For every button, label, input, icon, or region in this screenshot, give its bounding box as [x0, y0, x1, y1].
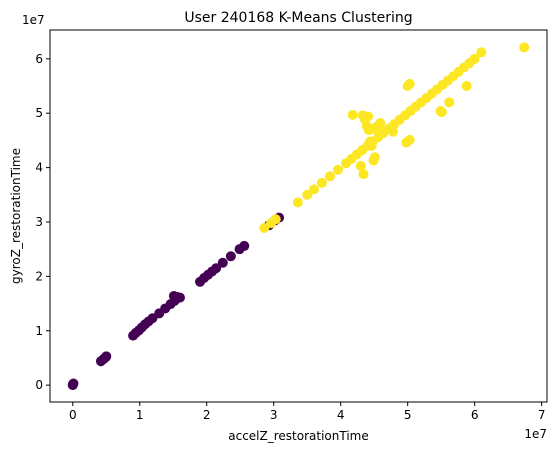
data-point — [217, 257, 228, 268]
y-tick-label: 6 — [35, 52, 43, 66]
data-point — [404, 78, 415, 89]
plot-frame — [49, 29, 548, 403]
data-point — [174, 292, 185, 303]
x-axis-scale-label: 1e7 — [524, 427, 547, 441]
data-point — [363, 111, 374, 122]
chart-title: User 240168 K-Means Clustering — [184, 10, 412, 26]
data-point — [333, 164, 344, 175]
x-tick-label: 4 — [337, 408, 345, 422]
data-point — [324, 171, 335, 182]
y-tick-label: 1 — [35, 324, 43, 338]
data-point — [368, 155, 379, 166]
y-tick-label: 0 — [35, 378, 43, 392]
data-point — [519, 42, 530, 53]
data-point — [347, 109, 358, 120]
data-point — [68, 378, 79, 389]
data-point — [366, 140, 377, 151]
data-point — [377, 126, 388, 137]
data-point — [469, 53, 480, 64]
data-point — [404, 134, 415, 145]
x-tick-label: 5 — [404, 408, 412, 422]
data-point — [308, 184, 319, 195]
data-point — [101, 351, 112, 362]
x-tick-label: 6 — [471, 408, 479, 422]
points-layer — [67, 42, 530, 391]
x-axis: 0 1 2 3 4 5 6 7 — [69, 402, 546, 422]
y-tick-label: 5 — [35, 106, 43, 120]
y-axis-scale-label: 1e7 — [22, 13, 45, 27]
data-point — [461, 81, 472, 92]
x-tick-label: 7 — [538, 408, 546, 422]
data-point — [211, 263, 222, 274]
y-tick-label: 4 — [35, 161, 43, 175]
data-point — [444, 97, 455, 108]
data-point — [302, 189, 313, 200]
data-point — [316, 177, 327, 188]
data-point — [292, 197, 303, 208]
data-point — [387, 126, 398, 137]
y-tick-label: 3 — [35, 215, 43, 229]
y-axis-label: gyroZ_restorationTime — [9, 148, 23, 284]
x-tick-label: 0 — [69, 408, 77, 422]
data-point — [239, 240, 250, 251]
data-point — [355, 160, 366, 171]
data-point — [476, 47, 487, 58]
x-tick-label: 3 — [270, 408, 278, 422]
data-point — [270, 214, 281, 225]
y-axis: 0 1 2 3 4 5 6 — [35, 52, 50, 392]
x-tick-label: 1 — [136, 408, 144, 422]
data-point — [375, 118, 386, 128]
x-tick-label: 2 — [203, 408, 211, 422]
x-axis-label: accelZ_restorationTime — [228, 429, 368, 443]
data-point — [435, 106, 446, 117]
data-point — [225, 251, 236, 262]
data-point — [358, 169, 369, 180]
y-tick-label: 2 — [35, 269, 43, 283]
